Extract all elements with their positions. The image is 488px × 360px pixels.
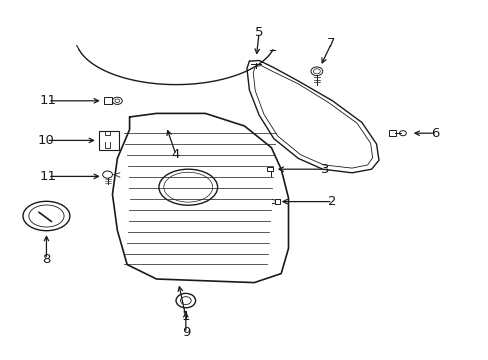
Text: 8: 8 [42,253,51,266]
Text: 11: 11 [40,170,56,183]
Bar [267,167,273,171]
Bar [388,130,395,136]
Text: 11: 11 [40,94,56,107]
Text: 1: 1 [181,310,190,323]
Text: 5: 5 [254,26,263,39]
Text: 10: 10 [38,134,55,147]
Text: 3: 3 [320,163,329,176]
Text: 2: 2 [327,195,336,208]
Bar [99,131,119,150]
Bar [275,199,280,204]
Text: 6: 6 [430,127,439,140]
Text: 7: 7 [326,37,335,50]
Text: 4: 4 [171,148,180,161]
Bar [103,97,112,104]
Text: 9: 9 [181,327,190,339]
